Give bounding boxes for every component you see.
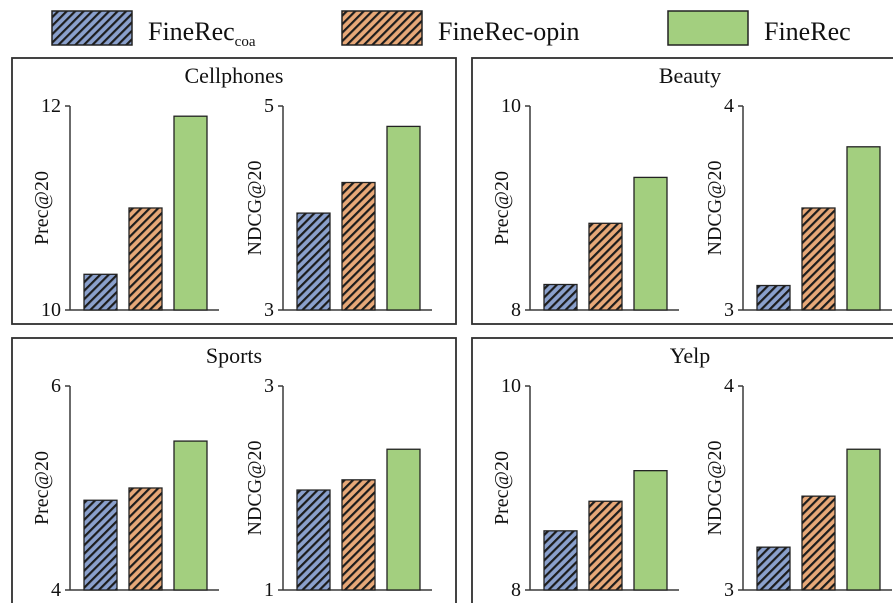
bar-finerec <box>846 448 881 591</box>
bar-finerec-coa <box>756 284 791 311</box>
y-tick-label-top: 5 <box>264 95 274 117</box>
bar-finerec <box>386 448 421 591</box>
bar-finerec-opin <box>588 222 623 311</box>
bar-finerec <box>633 176 668 311</box>
bar-finerec-opin <box>341 181 376 311</box>
bar-finerec-opin <box>128 207 163 311</box>
y-tick-label-top: 6 <box>51 375 61 397</box>
bar-finerec-coa <box>296 212 331 311</box>
panel-title: Yelp <box>670 343 711 368</box>
y-tick-label-top: 10 <box>501 95 521 117</box>
y-axis-label: Prec@20 <box>31 171 53 245</box>
y-tick-label-bottom: 8 <box>511 299 521 321</box>
bar-finerec <box>633 470 668 591</box>
panel-frame <box>11 337 457 603</box>
y-tick-label-bottom: 10 <box>41 299 61 321</box>
panel-frame <box>11 57 457 325</box>
panel-cellphones: Cellphones 12 10 Prec@20 5 3 NDCG@20 <box>11 57 457 325</box>
legend-label-main: FineRec <box>148 17 235 46</box>
subplot-ndcg-at-20: 4 3 NDCG@20 <box>704 95 892 321</box>
legend-item-finerec-opin: FineRec-opin <box>341 10 580 46</box>
subplot-ndcg-at-20: 5 3 NDCG@20 <box>244 95 432 321</box>
y-axis-label: NDCG@20 <box>704 160 726 255</box>
legend-item-finerec-coa: FineReccoa <box>51 10 256 50</box>
subplot-prec-at-20: 10 8 Prec@20 <box>491 375 679 601</box>
y-tick-label-top: 3 <box>264 375 274 397</box>
y-axis-label: NDCG@20 <box>704 440 726 535</box>
legend-label-finerec-coa: FineReccoa <box>148 17 256 50</box>
bar-finerec-coa <box>756 546 791 591</box>
legend-item-finerec: FineRec <box>667 10 851 46</box>
y-axis-label: NDCG@20 <box>244 440 266 535</box>
subplot-ndcg-at-20: 4 3 NDCG@20 <box>704 375 892 601</box>
y-axis-label: Prec@20 <box>491 451 513 525</box>
y-axis-label: Prec@20 <box>491 171 513 245</box>
panel-frame <box>471 337 893 603</box>
subplot-prec-at-20: 12 10 Prec@20 <box>31 95 219 321</box>
subplot-prec-at-20: 10 8 Prec@20 <box>491 95 679 321</box>
legend-swatch-orange-hatch <box>341 10 423 46</box>
panel-sports: Sports 6 4 Prec@20 3 1 NDCG@20 <box>11 337 457 603</box>
bar-finerec-coa <box>543 283 578 311</box>
legend-swatch-green-solid <box>667 10 749 46</box>
y-tick-label-bottom: 8 <box>511 579 521 601</box>
bar-finerec <box>846 146 881 311</box>
y-tick-label-bottom: 3 <box>264 299 274 321</box>
bar-finerec-opin <box>341 479 376 591</box>
bar-finerec <box>173 440 208 591</box>
bar-finerec-opin <box>801 495 836 591</box>
legend-swatch-blue-hatch <box>51 10 133 46</box>
panels: Cellphones 12 10 Prec@20 5 3 NDCG@20 Beauty 10 8 P… <box>11 57 893 603</box>
y-tick-label-bottom: 1 <box>264 579 274 601</box>
bar-finerec-coa <box>83 499 118 591</box>
bar-finerec <box>386 125 421 311</box>
bar-finerec-opin <box>801 207 836 311</box>
panel-yelp: Yelp 10 8 Prec@20 4 3 NDCG@20 <box>471 337 893 603</box>
legend: FineReccoa FineRec-opin FineRec <box>51 10 851 50</box>
y-tick-label-top: 4 <box>724 375 734 397</box>
legend-label-finerec-opin: FineRec-opin <box>438 17 580 46</box>
bar-finerec-opin <box>588 500 623 591</box>
bar-finerec-opin <box>128 487 163 591</box>
legend-label-subscript: coa <box>235 34 256 50</box>
y-tick-label-top: 12 <box>41 95 61 117</box>
bar-finerec-coa <box>296 489 331 591</box>
y-tick-label-bottom: 4 <box>51 579 61 601</box>
panel-beauty: Beauty 10 8 Prec@20 4 3 NDCG@20 <box>471 57 893 325</box>
bar-finerec-coa <box>83 273 118 311</box>
y-axis-label: Prec@20 <box>31 451 53 525</box>
subplot-prec-at-20: 6 4 Prec@20 <box>31 375 219 601</box>
y-tick-label-bottom: 3 <box>724 579 734 601</box>
y-tick-label-bottom: 3 <box>724 299 734 321</box>
y-tick-label-top: 10 <box>501 375 521 397</box>
y-axis-label: NDCG@20 <box>244 160 266 255</box>
y-tick-label-top: 4 <box>724 95 734 117</box>
subplot-ndcg-at-20: 3 1 NDCG@20 <box>244 375 432 601</box>
panel-title: Sports <box>206 343 262 368</box>
bar-finerec <box>173 115 208 311</box>
panel-title: Beauty <box>659 63 721 88</box>
panel-title: Cellphones <box>185 63 284 88</box>
legend-label-finerec: FineRec <box>764 17 851 46</box>
panel-frame <box>471 57 893 325</box>
bar-finerec-coa <box>543 530 578 591</box>
